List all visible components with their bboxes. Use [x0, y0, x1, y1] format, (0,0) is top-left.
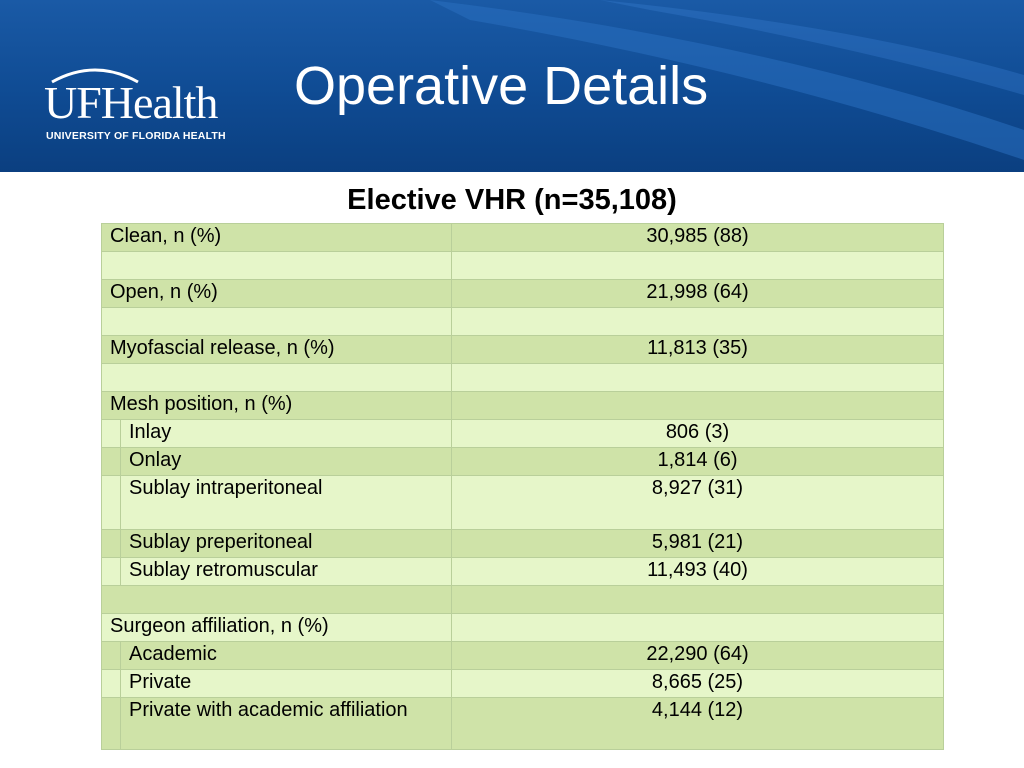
row-value: 8,665 (25): [451, 669, 944, 698]
row-value: [451, 307, 944, 336]
table-row: Open, n (%) 21,998 (64): [101, 279, 944, 308]
header-band: UFHealth UNIVERSITY OF FLORIDA HEALTH Op…: [0, 0, 1024, 172]
row-value: 21,998 (64): [451, 279, 944, 308]
table-row: Private 8,665 (25): [101, 669, 944, 698]
logo-subtext: UNIVERSITY OF FLORIDA HEALTH: [46, 130, 226, 142]
row-value: 5,981 (21): [451, 529, 944, 558]
row-label: Sublay retromuscular: [120, 557, 452, 586]
row-value: [451, 585, 944, 614]
indent-cell: [101, 557, 121, 586]
table-row: [101, 251, 944, 280]
table-row: Mesh position, n (%): [101, 391, 944, 420]
row-value: 22,290 (64): [451, 641, 944, 670]
header-swoosh: [430, 0, 1024, 160]
uf-health-logo: UFHealth UNIVERSITY OF FLORIDA HEALTH: [44, 66, 244, 146]
row-value: 806 (3): [451, 419, 944, 448]
row-value: 8,927 (31): [451, 475, 944, 530]
table-row: Surgeon affiliation, n (%): [101, 613, 944, 642]
table-row: Onlay 1,814 (6): [101, 447, 944, 476]
row-label: Sublay preperitoneal: [120, 529, 452, 558]
table-row: Myofascial release, n (%) 11,813 (35): [101, 335, 944, 364]
row-value: 30,985 (88): [451, 223, 944, 252]
row-label: [101, 363, 452, 392]
row-label: Inlay: [120, 419, 452, 448]
row-value: [451, 251, 944, 280]
row-label: [101, 585, 452, 614]
row-label: Onlay: [120, 447, 452, 476]
row-label: Sublay intraperitoneal: [120, 475, 452, 530]
table-row: Clean, n (%) 30,985 (88): [101, 223, 944, 252]
row-value: [451, 363, 944, 392]
indent-cell: [101, 529, 121, 558]
table-row: [101, 363, 944, 392]
row-label: Clean, n (%): [101, 223, 452, 252]
table-row: Private with academic affiliation 4,144 …: [101, 697, 944, 750]
table-row: Sublay intraperitoneal 8,927 (31): [101, 475, 944, 530]
operative-details-table: Clean, n (%) 30,985 (88) Open, n (%) 21,…: [101, 223, 944, 750]
table-row: [101, 307, 944, 336]
table-row: Sublay retromuscular 11,493 (40): [101, 557, 944, 586]
row-label: Private with academic affiliation: [120, 697, 452, 750]
row-value: 11,813 (35): [451, 335, 944, 364]
table-heading: Elective VHR (n=35,108): [347, 184, 677, 216]
indent-cell: [101, 475, 121, 530]
table-row: Sublay preperitoneal 5,981 (21): [101, 529, 944, 558]
row-label: Academic: [120, 641, 452, 670]
indent-cell: [101, 697, 121, 750]
indent-cell: [101, 419, 121, 448]
row-label: Mesh position, n (%): [101, 391, 452, 420]
row-label: [101, 307, 452, 336]
indent-cell: [101, 669, 121, 698]
slide-title: Operative Details: [294, 56, 709, 116]
row-label: Open, n (%): [101, 279, 452, 308]
row-value: [451, 391, 944, 420]
row-value: 4,144 (12): [451, 697, 944, 750]
table-row: [101, 585, 944, 614]
row-label: Surgeon affiliation, n (%): [101, 613, 452, 642]
row-label: Private: [120, 669, 452, 698]
row-value: [451, 613, 944, 642]
indent-cell: [101, 641, 121, 670]
row-label: Myofascial release, n (%): [101, 335, 452, 364]
row-label: [101, 251, 452, 280]
table-row: Academic 22,290 (64): [101, 641, 944, 670]
row-value: 11,493 (40): [451, 557, 944, 586]
logo-wordmark: UFHealth: [44, 77, 218, 128]
indent-cell: [101, 447, 121, 476]
row-value: 1,814 (6): [451, 447, 944, 476]
logo-arc-icon: [51, 68, 139, 84]
table-row: Inlay 806 (3): [101, 419, 944, 448]
